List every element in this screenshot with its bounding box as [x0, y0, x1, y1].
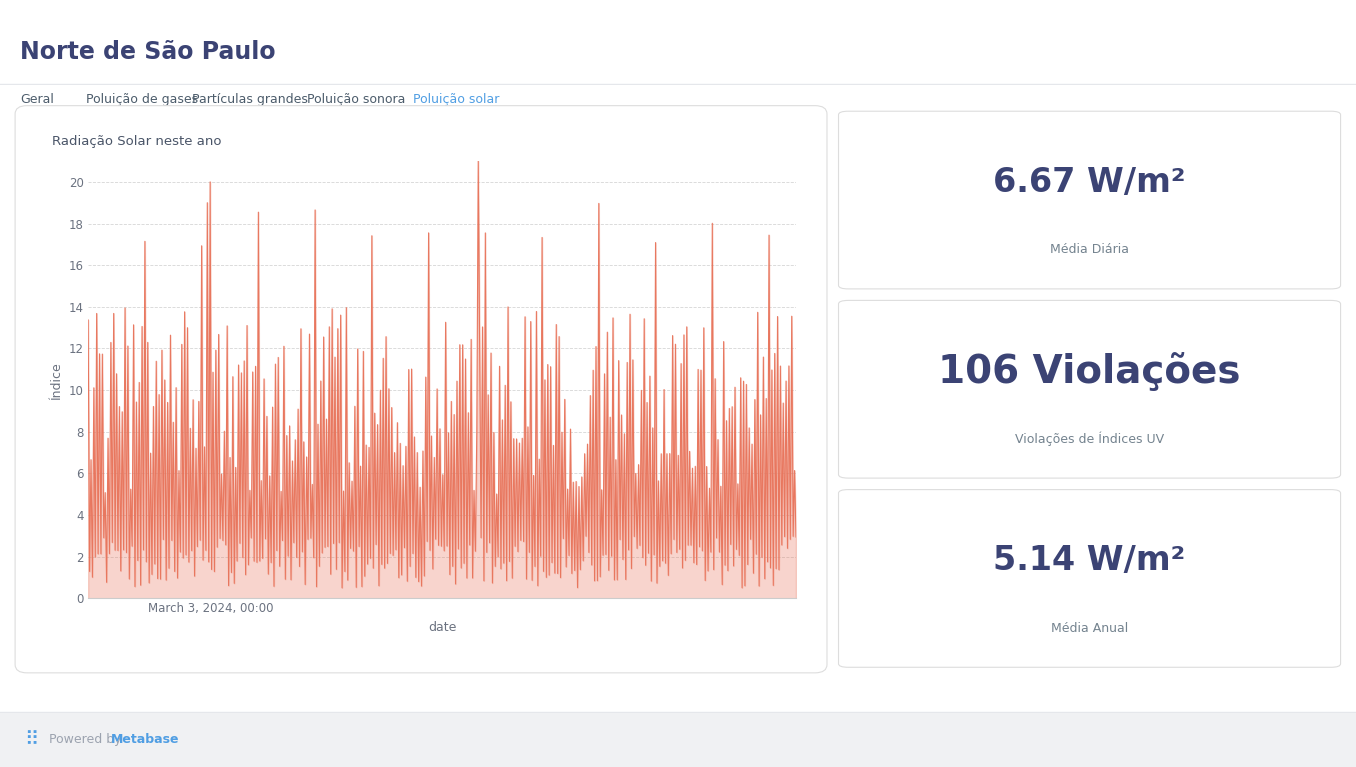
Text: Poluição solar: Poluição solar — [412, 93, 499, 106]
Text: 6.67 W/m²: 6.67 W/m² — [994, 166, 1185, 199]
Text: ⠿: ⠿ — [24, 730, 39, 749]
Y-axis label: Índice: Índice — [50, 360, 64, 399]
Text: Powered by: Powered by — [49, 733, 125, 746]
FancyBboxPatch shape — [838, 301, 1341, 478]
Text: Partículas grandes: Partículas grandes — [193, 93, 308, 106]
FancyBboxPatch shape — [838, 111, 1341, 289]
Text: 5.14 W/m²: 5.14 W/m² — [994, 544, 1185, 578]
Text: Poluição sonora: Poluição sonora — [306, 93, 405, 106]
Text: Poluição de gases: Poluição de gases — [87, 93, 198, 106]
FancyBboxPatch shape — [0, 712, 1356, 767]
FancyBboxPatch shape — [838, 489, 1341, 667]
Text: Norte de São Paulo: Norte de São Paulo — [20, 40, 277, 64]
Text: Geral: Geral — [20, 93, 54, 106]
FancyBboxPatch shape — [15, 106, 827, 673]
Text: Metabase: Metabase — [111, 733, 180, 746]
Text: Radiação Solar neste ano: Radiação Solar neste ano — [52, 136, 221, 148]
Text: Média Anual: Média Anual — [1051, 622, 1128, 635]
Text: 106 Violações: 106 Violações — [938, 352, 1241, 391]
Text: Violações de Índices UV: Violações de Índices UV — [1016, 432, 1163, 446]
X-axis label: date: date — [428, 621, 456, 634]
Text: Média Diária: Média Diária — [1050, 243, 1130, 256]
